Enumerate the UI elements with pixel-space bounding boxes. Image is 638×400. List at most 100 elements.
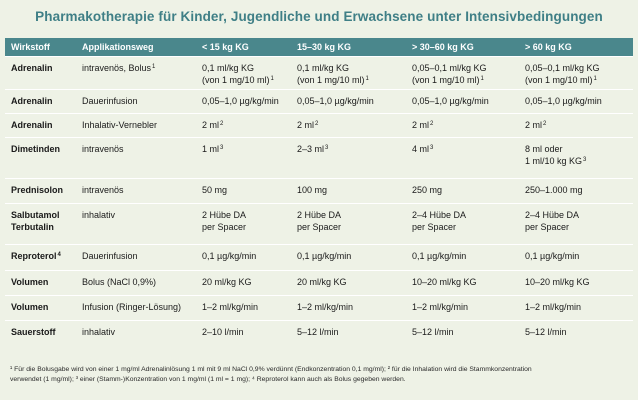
footnote-marker: 2: [543, 121, 547, 127]
route-cell: Dauerinfusion: [76, 89, 196, 114]
dose-cell: 0,1 µg/kg/min: [196, 244, 291, 271]
cell-text: 2 ml: [525, 120, 543, 130]
cell-text: Salbutamol: [11, 210, 60, 220]
cell-line: 2 ml2: [297, 119, 400, 131]
drug-cell: Dimetinden: [5, 137, 76, 179]
footnote-marker: 1: [480, 76, 484, 82]
cell-text: Volumen: [11, 302, 49, 312]
cell-line: intravenös, Bolus1: [82, 62, 190, 74]
table-row: Volumen Infusion (Ringer-Lösung) 1–2 ml/kg…: [5, 295, 633, 321]
cell-text: 0,1 µg/kg/min: [525, 251, 580, 261]
dose-cell: 2 ml2: [519, 113, 633, 138]
cell-text: 0,05–0,1 ml/kg KG: [412, 63, 487, 73]
cell-text: Dimetinden: [11, 144, 61, 154]
cell-text: Prednisolon: [11, 185, 64, 195]
cell-text: 1–2 ml/kg/min: [525, 302, 582, 312]
dose-cell: 1–2 ml/kg/min: [291, 295, 406, 321]
column-header: Applikationsweg: [76, 38, 196, 57]
table-row: Adrenalin Inhalativ-Vernebler 2 ml2 2 ml2 2 …: [5, 113, 633, 138]
column-header: < 15 kg KG: [196, 38, 291, 57]
cell-text: per Spacer: [412, 222, 457, 232]
footnote-marker: 1: [365, 76, 369, 82]
dose-cell: 2 ml2: [196, 113, 291, 138]
cell-text: per Spacer: [297, 222, 342, 232]
column-header: 15–30 kg KG: [291, 38, 406, 57]
dose-cell: 8 ml oder 1 ml/10 kg KG3: [519, 137, 633, 179]
cell-text: 8 ml oder: [525, 144, 563, 154]
cell-text: 0,1 ml/kg KG: [297, 63, 350, 73]
dose-cell: 5–12 l/min: [406, 320, 519, 347]
table-row: Salbutamol Terbutalin inhalativ 2 Hübe DA pe…: [5, 203, 633, 245]
route-cell: Bolus (NaCl 0,9%): [76, 270, 196, 296]
cell-text: 250–1.000 mg: [525, 185, 583, 195]
cell-text: 2 Hübe DA: [202, 210, 247, 220]
table-row: Adrenalin Dauerinfusion 0,05–1,0 µg/kg/min…: [5, 89, 633, 114]
dose-cell: 2–10 l/min: [196, 320, 291, 347]
cell-text: 20 ml/kg KG: [202, 277, 252, 287]
cell-text: 2 ml: [297, 120, 315, 130]
cell-text: 2–3 ml: [297, 144, 325, 154]
dose-cell: 0,1 µg/kg/min: [406, 244, 519, 271]
page-title: Pharmakotherapie für Kinder, Jugendliche…: [35, 9, 603, 24]
cell-text: 20 ml/kg KG: [297, 277, 347, 287]
column-header: Wirkstoff: [5, 38, 76, 57]
cell-text: 1 ml: [202, 144, 220, 154]
cell-text: 250 mg: [412, 185, 443, 195]
dose-cell: 250 mg: [406, 178, 519, 204]
cell-line: 2 ml2: [412, 119, 513, 131]
cell-text: 2 ml: [412, 120, 430, 130]
cell-text: Adrenalin: [11, 63, 53, 73]
footnote-marker: 2: [430, 121, 434, 127]
cell-text: 1–2 ml/kg/min: [297, 302, 354, 312]
cell-line: 2 ml2: [202, 119, 285, 131]
drug-cell: Reproterol4: [5, 244, 76, 271]
footnote-marker: 2: [220, 121, 224, 127]
cell-line: 1 ml3: [202, 143, 285, 155]
cell-text: 2–4 Hübe DA: [412, 210, 467, 220]
footnote-line: verwendet (1 mg/ml); ³ einer (Stamm-)Kon…: [10, 376, 406, 383]
cell-text: 0,1 µg/kg/min: [297, 251, 352, 261]
drug-cell: Volumen: [5, 270, 76, 296]
cell-line: (von 1 mg/10 ml)1: [412, 74, 513, 86]
table-row: Sauerstoff inhalativ 2–10 l/min 5–12 l/min 5…: [5, 320, 633, 347]
drug-cell: Adrenalin: [5, 89, 76, 114]
cell-text: 2 Hübe DA: [297, 210, 342, 220]
footnote-marker: 1: [270, 76, 274, 82]
cell-text: (von 1 mg/10 ml): [297, 75, 365, 85]
cell-text: 1–2 ml/kg/min: [202, 302, 259, 312]
cell-text: per Spacer: [525, 222, 570, 232]
cell-text: Inhalativ-Vernebler: [82, 120, 158, 130]
route-cell: Inhalativ-Vernebler: [76, 113, 196, 138]
cell-text: 50 mg: [202, 185, 228, 195]
cell-text: intravenös: [82, 185, 124, 195]
dose-cell: 0,05–0,1 ml/kg KG (von 1 mg/10 ml)1: [406, 56, 519, 90]
footnote-marker: 1: [593, 76, 597, 82]
dose-cell: 0,1 ml/kg KG (von 1 mg/10 ml)1: [196, 56, 291, 90]
footnote-marker: 3: [430, 145, 434, 151]
cell-text: intravenös: [82, 144, 124, 154]
cell-text: 100 mg: [297, 185, 328, 195]
dose-cell: 2 Hübe DA per Spacer: [196, 203, 291, 245]
table-row: Prednisolon intravenös 50 mg 100 mg 250 mg 25…: [5, 178, 633, 204]
cell-text: 5–12 l/min: [525, 327, 567, 337]
cell-text: 5–12 l/min: [297, 327, 339, 337]
cell-line: 4 ml3: [412, 143, 513, 155]
cell-text: (von 1 mg/10 ml): [525, 75, 593, 85]
dose-cell: 0,1 ml/kg KG (von 1 mg/10 ml)1: [291, 56, 406, 90]
route-cell: Dauerinfusion: [76, 244, 196, 271]
dose-cell: 50 mg: [196, 178, 291, 204]
dose-cell: 1 ml3: [196, 137, 291, 179]
dose-cell: 0,05–0,1 ml/kg KG (von 1 mg/10 ml)1: [519, 56, 633, 90]
dose-cell: 0,05–1,0 µg/kg/min: [196, 89, 291, 114]
footnote-marker: 1: [152, 64, 156, 70]
cell-line: 2–3 ml3: [297, 143, 400, 155]
cell-text: intravenös, Bolus: [82, 63, 152, 73]
footnote-marker: 3: [325, 145, 329, 151]
cell-text: 5–12 l/min: [412, 327, 454, 337]
dose-cell: 0,05–1,0 µg/kg/min: [406, 89, 519, 114]
dose-cell: 2 Hübe DA per Spacer: [291, 203, 406, 245]
dose-cell: 0,05–1,0 µg/kg/min: [519, 89, 633, 114]
dose-cell: 1–2 ml/kg/min: [519, 295, 633, 321]
table-row: Reproterol4 Dauerinfusion 0,1 µg/kg/min 0,1…: [5, 244, 633, 271]
cell-text: 0,05–1,0 µg/kg/min: [412, 96, 489, 106]
